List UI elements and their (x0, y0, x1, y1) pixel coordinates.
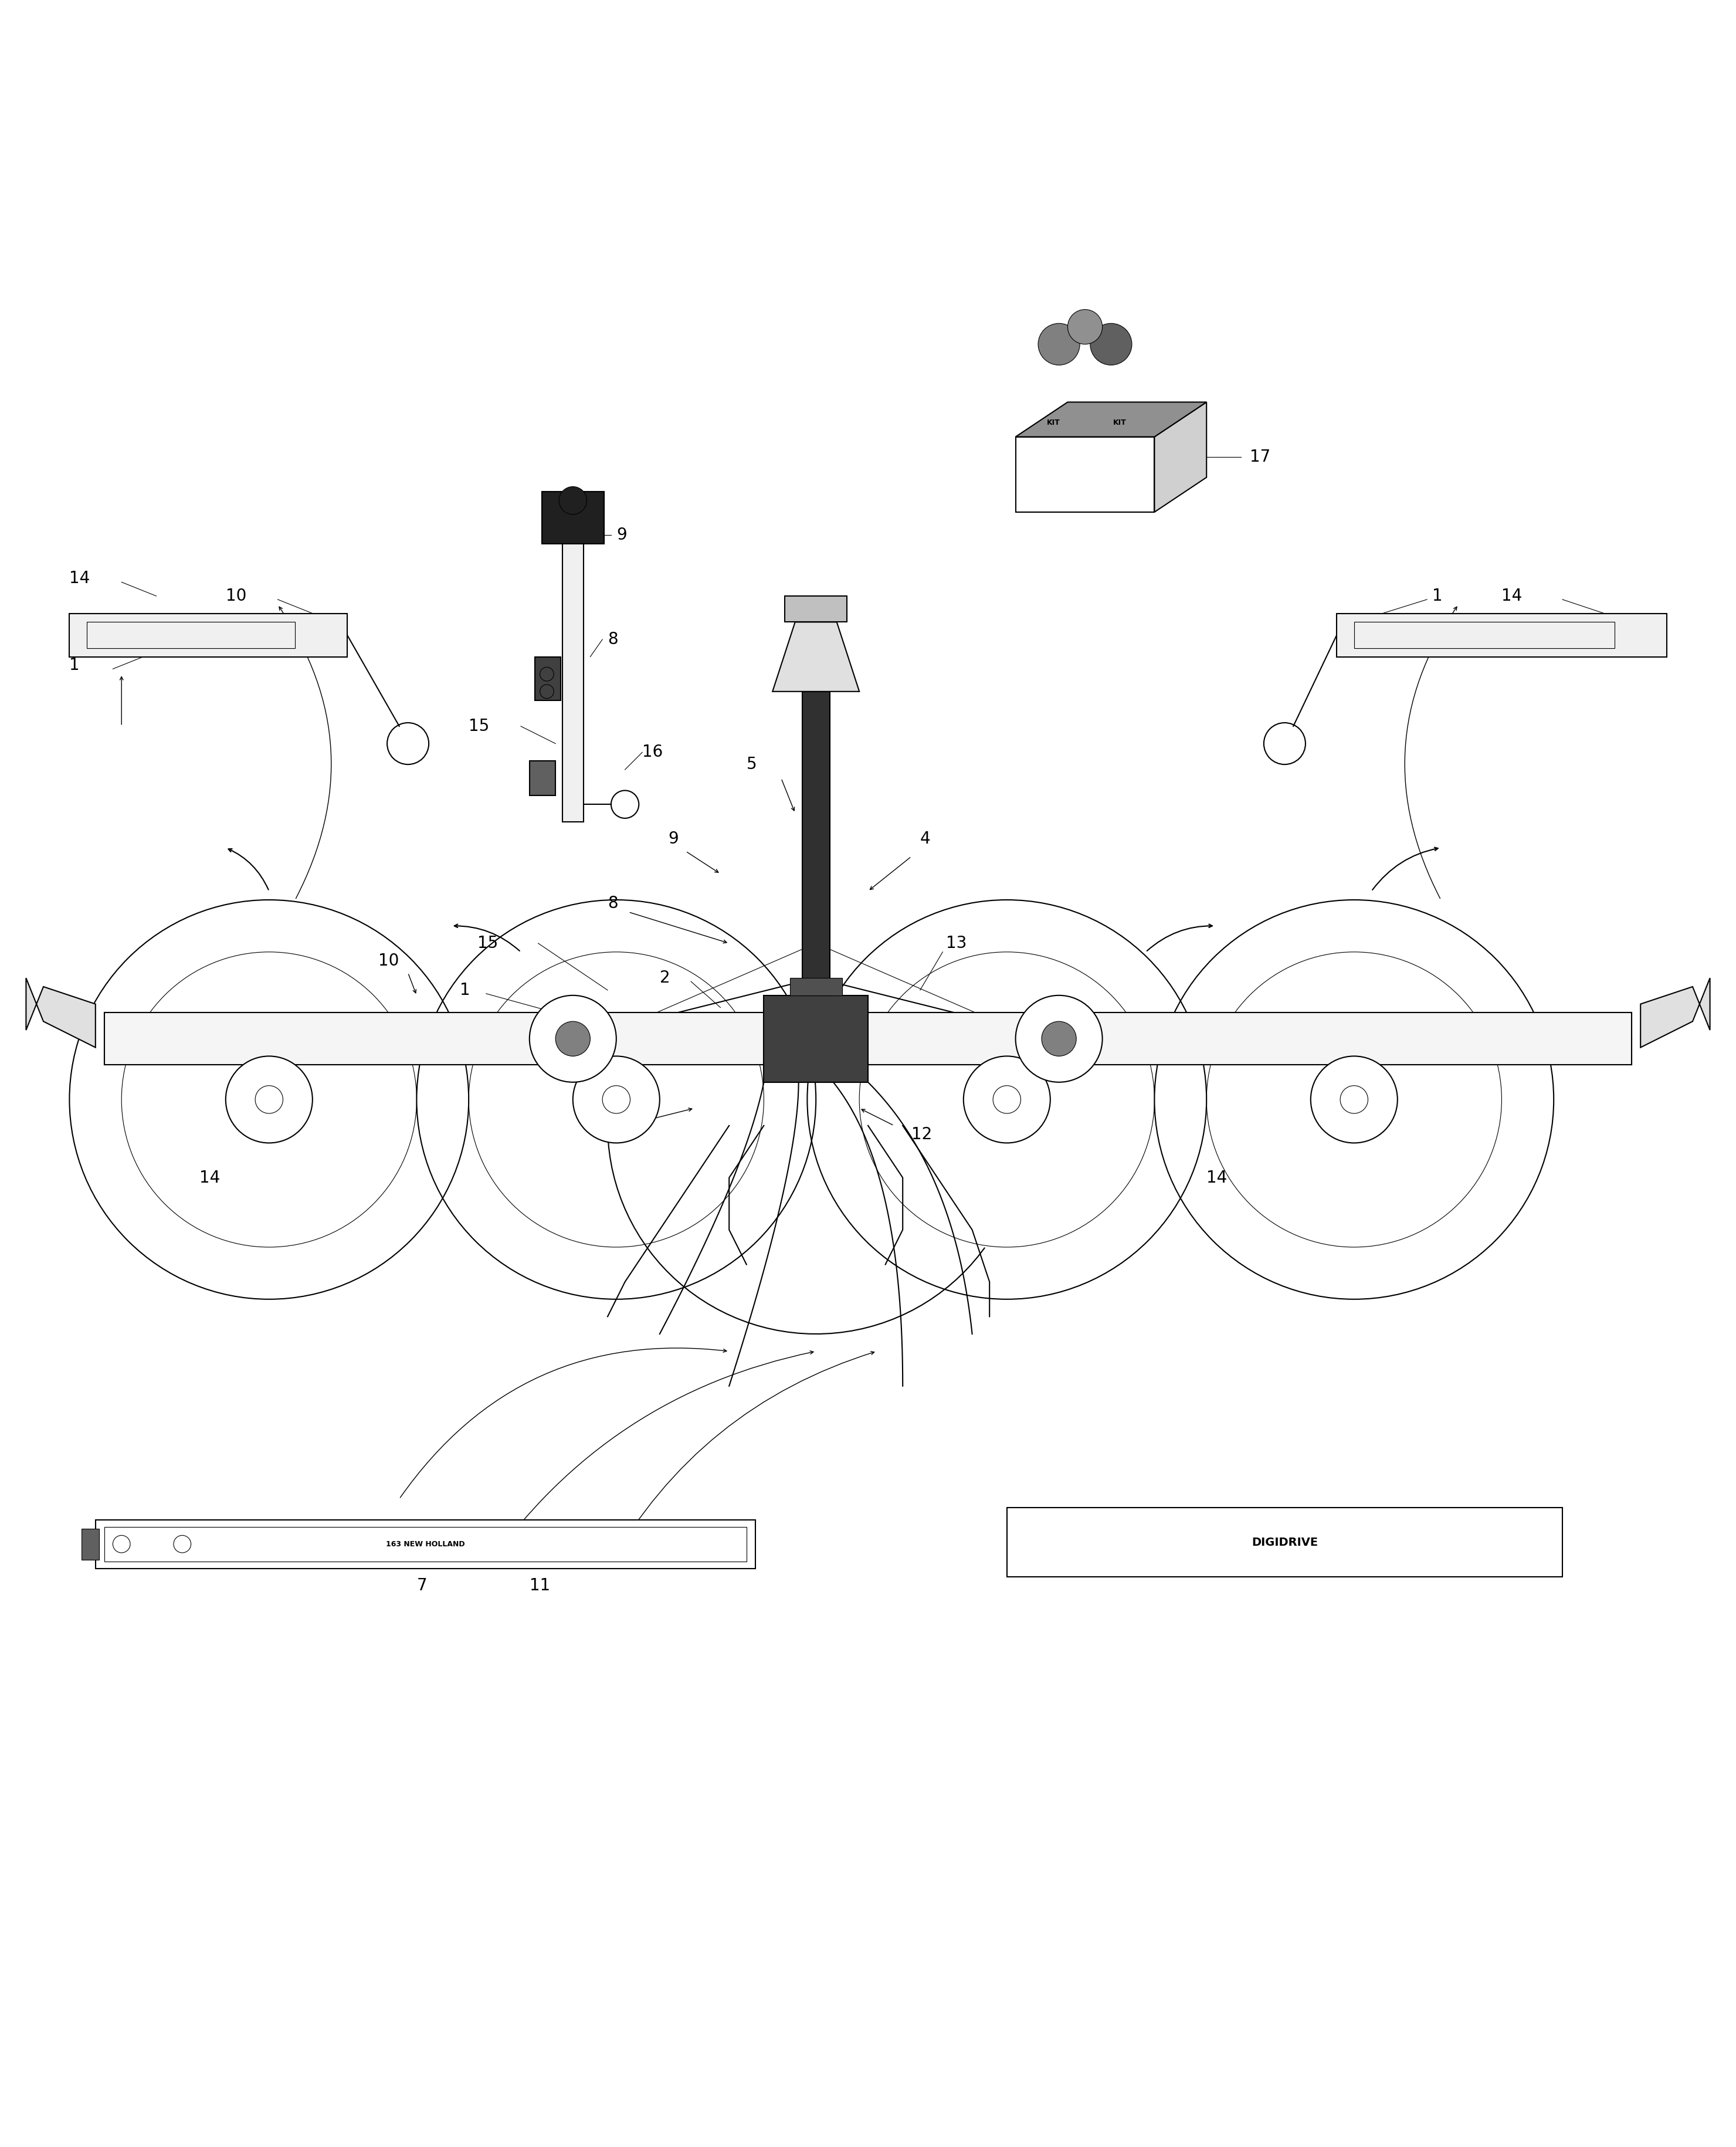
Text: 14: 14 (200, 1170, 220, 1185)
Circle shape (1038, 324, 1080, 365)
Text: 17: 17 (1250, 449, 1271, 466)
Bar (562, 517, 583, 822)
Circle shape (559, 487, 587, 515)
Polygon shape (1641, 979, 1710, 1048)
Polygon shape (773, 623, 859, 691)
Text: 12: 12 (911, 1125, 932, 1142)
Circle shape (1090, 324, 1132, 365)
Text: 3: 3 (1285, 1535, 1295, 1550)
Bar (1354, 623, 1614, 648)
Bar (95, 1520, 755, 1567)
Text: 5: 5 (746, 756, 757, 773)
Text: 11: 11 (104, 1544, 125, 1559)
Bar (69, 614, 347, 657)
Text: 1: 1 (69, 657, 80, 674)
Polygon shape (1154, 401, 1207, 513)
Text: 2: 2 (660, 970, 670, 985)
Circle shape (1311, 1056, 1397, 1142)
Bar (790, 979, 842, 996)
Text: 14: 14 (69, 571, 90, 586)
Text: 14: 14 (1207, 1170, 1227, 1185)
Bar (535, 657, 561, 700)
Text: 16: 16 (642, 745, 663, 760)
Text: 9: 9 (616, 526, 627, 543)
Bar (802, 691, 830, 996)
Circle shape (1340, 1086, 1368, 1114)
Circle shape (226, 1056, 312, 1142)
Text: 4: 4 (920, 831, 930, 848)
Text: 7: 7 (417, 1578, 427, 1593)
Polygon shape (1016, 436, 1154, 513)
Polygon shape (26, 979, 95, 1048)
Text: 14: 14 (1502, 588, 1522, 603)
Bar (1337, 614, 1667, 657)
Bar (764, 996, 868, 1082)
Text: 6: 6 (599, 1125, 609, 1142)
Bar (1007, 1507, 1562, 1578)
Text: 8: 8 (608, 631, 618, 648)
Circle shape (556, 1022, 590, 1056)
Text: DIGIDRIVE: DIGIDRIVE (1252, 1537, 1318, 1548)
Bar (104, 1013, 1632, 1065)
Text: 8: 8 (608, 895, 618, 912)
Text: 10: 10 (378, 953, 399, 968)
Text: 10: 10 (226, 588, 247, 603)
Text: KIT: KIT (1047, 419, 1061, 425)
Bar (82, 1529, 99, 1559)
Bar (785, 597, 847, 623)
Text: 1: 1 (1432, 588, 1443, 603)
Text: 11: 11 (529, 1578, 550, 1593)
Circle shape (963, 1056, 1050, 1142)
Polygon shape (1016, 401, 1207, 436)
Circle shape (529, 996, 616, 1082)
Bar (529, 760, 556, 797)
Bar (542, 492, 604, 543)
Text: 163 NEW HOLLAND: 163 NEW HOLLAND (385, 1539, 465, 1548)
Bar (87, 623, 295, 648)
Circle shape (1068, 309, 1102, 344)
Text: 1: 1 (460, 981, 470, 998)
Text: 15: 15 (469, 717, 490, 734)
Circle shape (1016, 996, 1102, 1082)
Circle shape (602, 1086, 630, 1114)
Circle shape (255, 1086, 283, 1114)
Circle shape (1042, 1022, 1076, 1056)
Text: 13: 13 (946, 936, 967, 951)
Circle shape (573, 1056, 660, 1142)
Bar (104, 1527, 746, 1561)
Text: 9: 9 (668, 831, 679, 848)
Text: KIT: KIT (1113, 419, 1127, 425)
Circle shape (993, 1086, 1021, 1114)
Text: 15: 15 (477, 936, 498, 951)
